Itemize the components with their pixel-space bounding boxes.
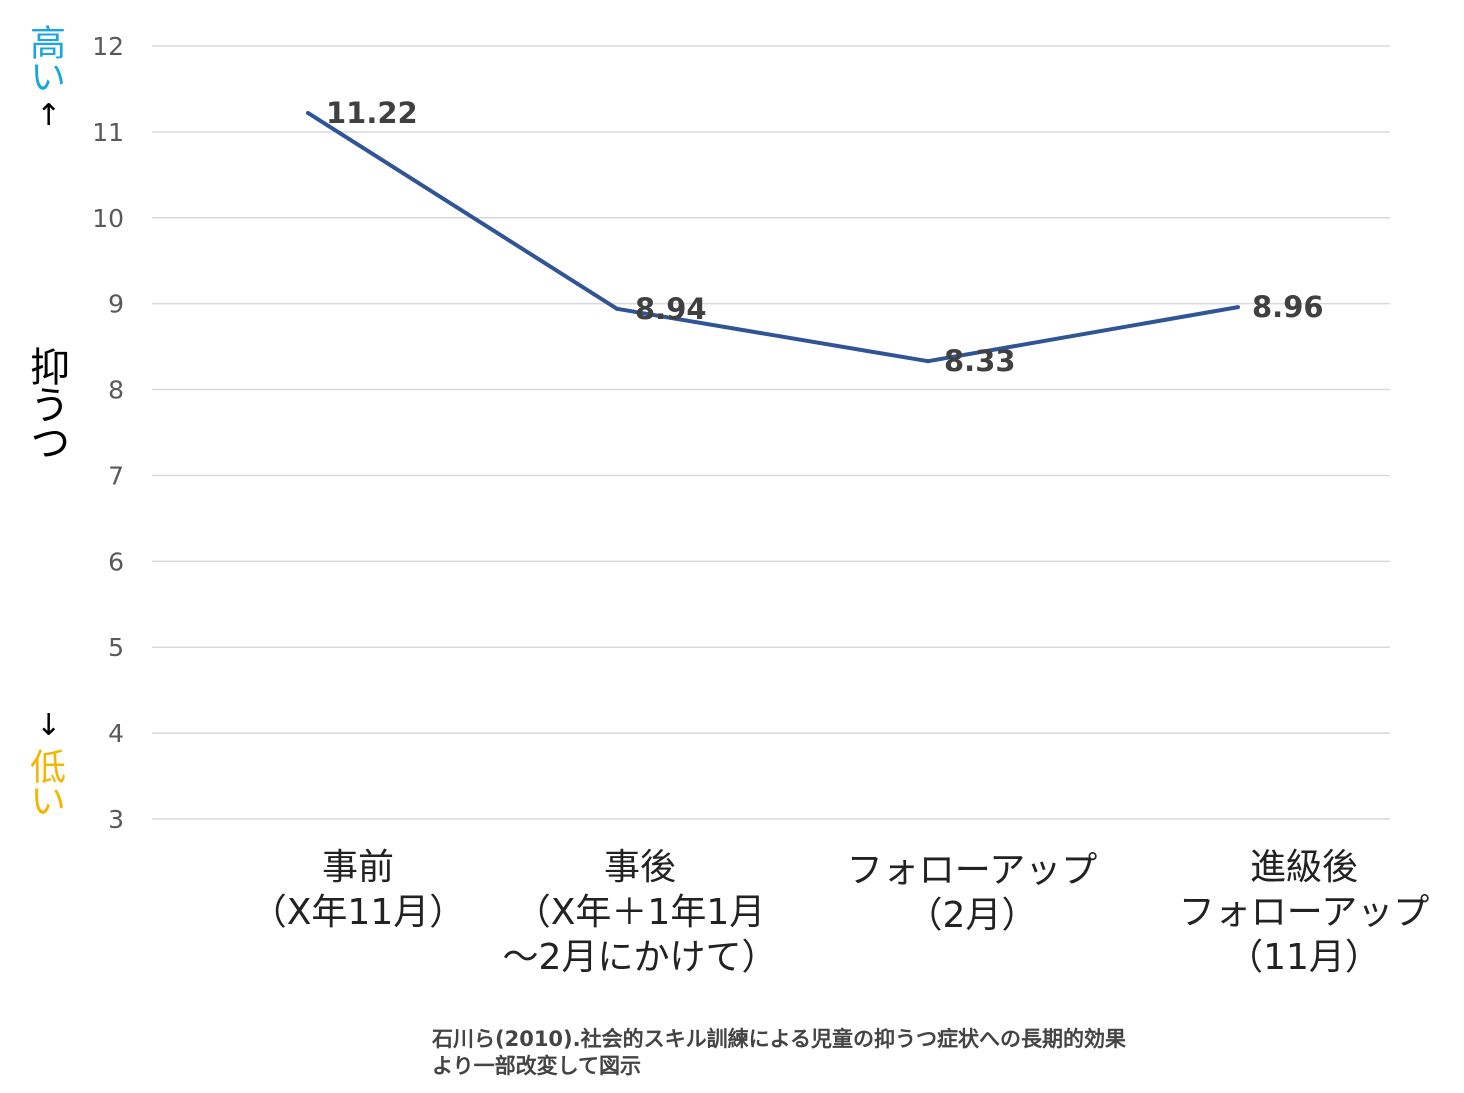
y-high-label: 高い — [24, 24, 65, 92]
y-tick-label: 8 — [108, 376, 124, 405]
y-tick-label: 6 — [108, 547, 124, 576]
x-category-0-line-1: （X年11月） — [250, 892, 466, 933]
x-category-2: フォローアップ （2月） — [812, 848, 1132, 938]
data-point — [306, 110, 310, 115]
data-point — [1236, 305, 1240, 310]
series-line — [306, 111, 1239, 364]
y-tick-label: 5 — [108, 633, 124, 662]
data-label: 8.33 — [944, 344, 1016, 378]
data-label: 11.22 — [326, 96, 418, 130]
data-label: 8.94 — [635, 292, 707, 326]
x-category-3: 進級後 フォローアップ （11月） — [1144, 845, 1464, 980]
x-category-3-line-1: フォローアップ — [1178, 892, 1430, 933]
y-tick-label: 10 — [92, 204, 124, 233]
data-label: 8.96 — [1252, 290, 1324, 324]
y-tick-label: 12 — [92, 32, 124, 61]
x-category-1-line-1: （X年＋1年1月 — [514, 892, 766, 933]
x-category-1-line-0: 事後 — [603, 847, 676, 888]
x-category-0-line-0: 事前 — [321, 847, 394, 888]
x-category-1: 事後 （X年＋1年1月 ～2月にかけて） — [480, 845, 800, 980]
y-tick-label: 7 — [108, 461, 124, 490]
arrow-up-icon: ↑ — [36, 98, 62, 133]
y-axis-label: 抑うつ — [23, 346, 69, 460]
x-category-1-line-2: ～2月にかけて） — [502, 937, 778, 978]
data-point — [926, 359, 930, 364]
data-point — [615, 306, 619, 311]
citation-line-1: 石川ら(2010).社会的スキル訓練による児童の抑うつ症状への長期的効果 — [432, 1027, 1126, 1051]
x-category-3-line-0: 進級後 — [1249, 847, 1358, 888]
y-tick-label: 4 — [108, 719, 124, 748]
y-low-label: 低い — [24, 748, 65, 816]
arrow-down-icon: ↓ — [36, 708, 62, 743]
x-category-2-line-1: （2月） — [906, 895, 1038, 936]
citation-line-2: より一部改変して図示 — [432, 1054, 641, 1078]
citation: 石川ら(2010).社会的スキル訓練による児童の抑うつ症状への長期的効果 より一… — [432, 1026, 1126, 1080]
x-category-3-line-2: （11月） — [1227, 937, 1381, 978]
x-category-0: 事前 （X年11月） — [198, 845, 518, 935]
y-tick-label: 11 — [92, 118, 124, 147]
x-category-2-line-0: フォローアップ — [846, 850, 1098, 891]
y-tick-label: 9 — [108, 290, 124, 319]
y-tick-label: 3 — [108, 805, 124, 834]
